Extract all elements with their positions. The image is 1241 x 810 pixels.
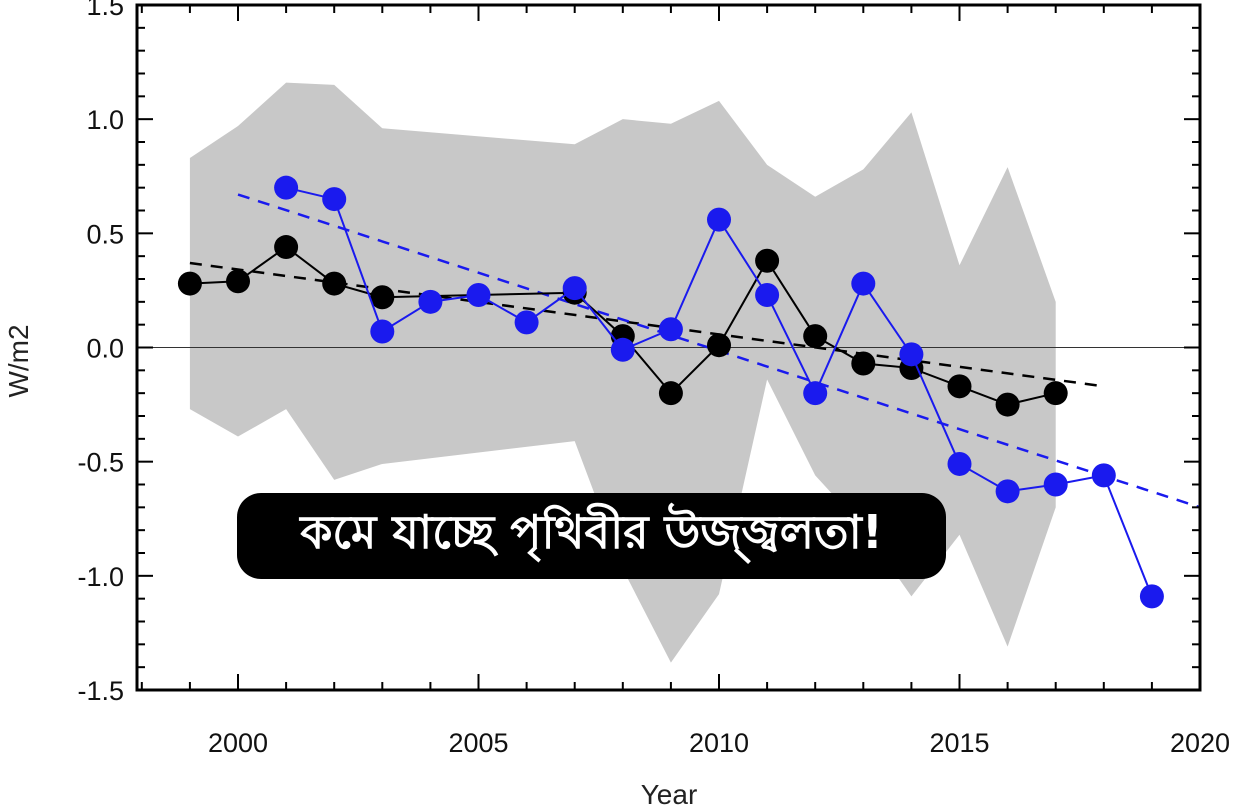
uncertainty-band (189, 82, 1056, 663)
x-tick-label: 2000 (208, 728, 268, 758)
series-1-point (851, 351, 876, 376)
y-tick-label: 0.5 (86, 219, 124, 249)
headline-banner: কমে যাচ্ছে পৃথিবীর উজ্জ্বলতা! (237, 493, 946, 579)
series-1-point (322, 271, 347, 296)
tick-labels: 2000 2005 2010 2015 2020 1.5 1.0 0.5 0.0 -0.5 -1.0… (77, 0, 1230, 758)
series-1-point (274, 235, 299, 260)
series-1-point (177, 271, 202, 296)
y-tick-label: -1.0 (77, 562, 124, 592)
series-1-point (803, 324, 828, 349)
y-tick-label: -0.5 (77, 448, 124, 478)
series-2-point (610, 337, 635, 362)
y-tick-label: 1.5 (86, 0, 124, 21)
y-axis-title: W/m2 (3, 324, 34, 397)
series-2-point (995, 479, 1020, 504)
series-1-point (995, 392, 1020, 417)
x-tick-label: 2015 (929, 728, 989, 758)
series-2-point (514, 310, 539, 335)
series-2-point (274, 175, 299, 200)
series-2-point (851, 271, 876, 296)
series-2-point (466, 282, 491, 307)
series-1-point (707, 333, 732, 358)
series-2-point (562, 276, 587, 301)
series-1-point (370, 285, 395, 310)
series-2-point (755, 282, 780, 307)
y-tick-label: 0.0 (86, 334, 124, 364)
series-2-point (322, 187, 347, 212)
series-1-point (947, 374, 972, 399)
x-tick-label: 2005 (448, 728, 508, 758)
series-2-point (803, 381, 828, 406)
series-line-1 (189, 245, 1056, 406)
series-2-point (658, 317, 683, 342)
series-2-point (947, 451, 972, 476)
axis-ticks (137, 4, 1201, 691)
headline-text: কমে যাচ্ছে পৃথিবীর উজ্জ্বলতা! (300, 505, 883, 559)
x-tick-label: 2020 (1170, 728, 1230, 758)
series-2-point (418, 289, 443, 314)
series-2-point (1139, 584, 1164, 609)
series-2-point (1043, 472, 1068, 497)
series-1-point (755, 248, 780, 273)
series-1-point (1043, 381, 1068, 406)
series-1-point (658, 381, 683, 406)
series-2-point (707, 207, 732, 232)
band-polygon (189, 82, 1056, 663)
x-axis-title: Year (641, 779, 698, 810)
series-2-point (370, 319, 395, 344)
y-tick-label: -1.5 (77, 676, 124, 706)
y-tick-label: 1.0 (86, 105, 124, 135)
series-2-point (1091, 463, 1116, 488)
series-2-point (899, 342, 924, 367)
data-series (177, 175, 1164, 609)
x-tick-label: 2010 (689, 728, 749, 758)
series-1-point (226, 269, 251, 294)
